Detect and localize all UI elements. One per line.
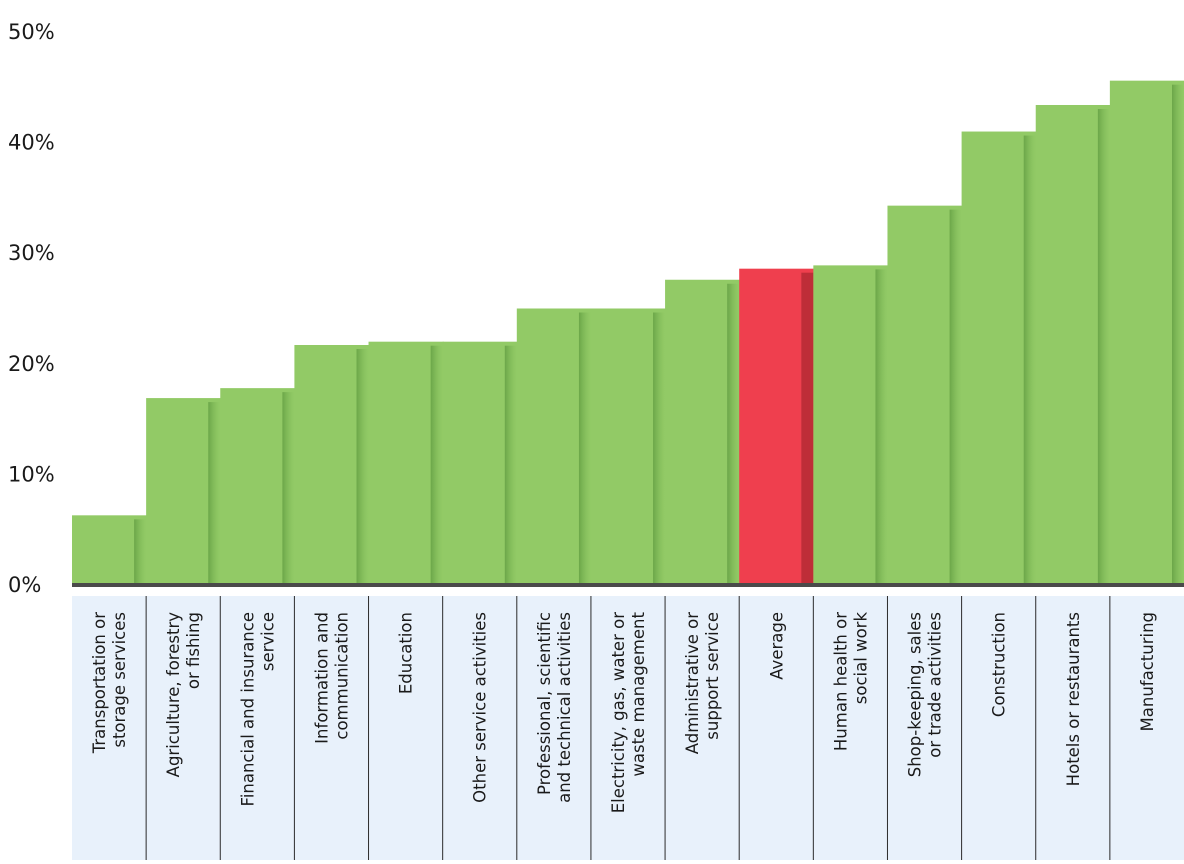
bar-12 <box>887 205 963 585</box>
bar-face <box>1109 80 1184 585</box>
x-axis-labels: Transportation orstorage services Agricul… <box>90 611 1157 813</box>
label-panel-bg <box>72 596 1184 860</box>
x-category-label-line: support service <box>703 612 722 740</box>
bars <box>72 80 1184 586</box>
x-category-label-line: Administrative or <box>683 612 702 754</box>
x-category-label-line: or trade activities <box>926 612 945 758</box>
x-category-label-line: Human health or <box>831 612 850 751</box>
x-category-label: Shop-keeping, salesor trade activities <box>906 612 945 777</box>
x-category-label-line: Electricity, gas, water or <box>609 612 628 813</box>
x-category-label-line: communication <box>332 612 351 740</box>
x-category-label: Transportation orstorage services <box>90 612 129 754</box>
bar-side-shade <box>578 312 591 585</box>
x-category-label-line: Average <box>767 612 786 680</box>
bar-3 <box>220 388 296 585</box>
x-category-label-line: service <box>258 612 277 671</box>
x-category-label-line: Hotels or restaurants <box>1064 612 1083 786</box>
bar-14 <box>1035 104 1111 585</box>
bar-side-shade <box>356 348 369 585</box>
y-tick-label: 20% <box>8 352 55 376</box>
y-tick-label: 50% <box>8 20 55 44</box>
bar-10 <box>739 268 815 585</box>
bar-side-shade <box>1172 84 1184 585</box>
bar-8 <box>590 308 667 585</box>
y-tick-label: 40% <box>8 131 55 155</box>
x-category-label-line: Information and <box>312 612 331 744</box>
x-category-label: Education <box>397 612 416 694</box>
bar-4 <box>294 344 370 585</box>
x-category-label-line: or fishing <box>184 612 203 689</box>
bar-side-shade <box>653 312 666 585</box>
x-category-label-line: Construction <box>990 612 1009 717</box>
bar-13 <box>961 131 1037 586</box>
x-category-label: Other service activities <box>471 612 490 803</box>
bar-15 <box>1109 80 1184 585</box>
x-category-label: Manufacturing <box>1138 612 1157 731</box>
x-category-label-line: and technical activities <box>555 612 574 803</box>
bar-side-shade <box>430 345 443 585</box>
x-category-label-line: Agriculture, forestry <box>164 612 183 778</box>
x-category-label: Administrative orsupport service <box>683 612 722 754</box>
bar-side-shade <box>949 209 962 585</box>
x-category-label-line: waste management <box>629 611 648 776</box>
category-label-panel <box>72 596 1184 860</box>
x-category-label: Average <box>767 612 786 680</box>
x-category-label: Financial and insuranceservice <box>238 612 277 806</box>
bar-5 <box>368 341 444 585</box>
x-category-label-line: Professional, scientific <box>535 612 554 795</box>
bar-side-shade <box>1023 135 1036 586</box>
y-tick-label: 10% <box>8 462 55 486</box>
y-axis: 0% 10% 20% 30% 40% 50% <box>8 20 55 597</box>
x-category-label-line: social work <box>851 612 870 705</box>
x-category-label-line: Other service activities <box>471 612 490 803</box>
y-tick-label: 0% <box>8 573 41 597</box>
bar-7 <box>516 308 592 585</box>
x-category-label-line: Manufacturing <box>1138 612 1157 731</box>
bar-11 <box>813 265 889 585</box>
bar-side-shade <box>727 283 740 585</box>
x-category-label: Information andcommunication <box>312 612 351 744</box>
x-category-label: Agriculture, forestryor fishing <box>164 612 203 778</box>
x-category-label: Hotels or restaurants <box>1064 612 1083 786</box>
y-tick-label: 30% <box>8 241 55 265</box>
bar-1 <box>72 515 148 585</box>
x-category-label: Professional, scientificand technical ac… <box>535 612 574 803</box>
x-category-label-line: Transportation or <box>90 612 109 754</box>
bar-side-shade <box>1097 108 1110 585</box>
bar-2 <box>146 398 222 585</box>
bar-side-shade <box>504 345 517 585</box>
bar-side-shade <box>801 272 814 585</box>
x-category-label-line: storage services <box>110 612 129 748</box>
x-category-label-line: Education <box>397 612 416 694</box>
bar-6 <box>442 341 518 585</box>
x-category-label: Human health orsocial work <box>831 612 870 752</box>
x-category-label-line: Shop-keeping, sales <box>906 612 925 777</box>
bar-9 <box>665 279 741 585</box>
bar-side-shade <box>282 392 295 585</box>
bar-side-shade <box>208 402 221 585</box>
x-category-label-line: Financial and insurance <box>238 612 257 806</box>
x-category-label: Electricity, gas, water orwaste manageme… <box>609 611 648 813</box>
x-category-label: Construction <box>990 612 1009 717</box>
bar-side-shade <box>134 519 147 585</box>
bar-side-shade <box>875 269 888 585</box>
